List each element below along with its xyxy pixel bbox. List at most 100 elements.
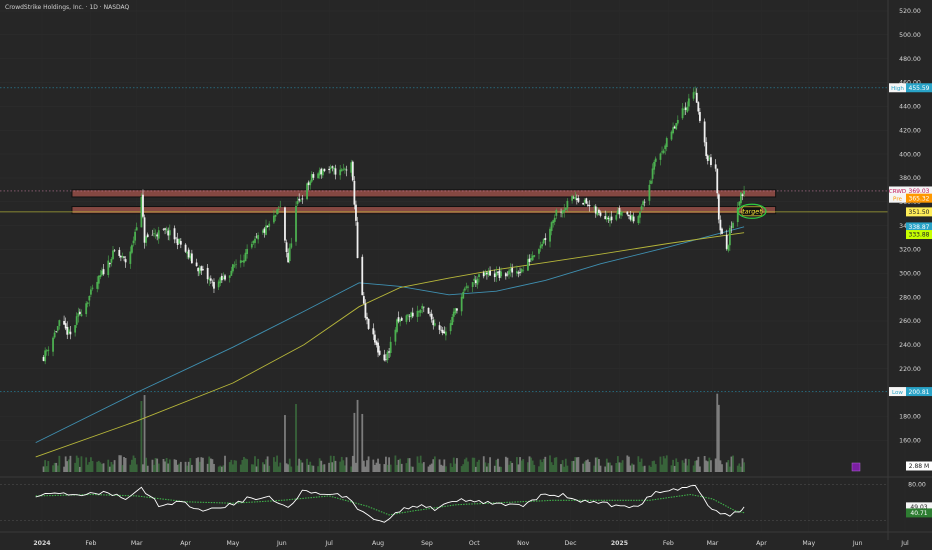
volume-bar [588,461,591,472]
candle [497,271,499,276]
candle [265,219,267,236]
volume-bar [200,457,203,472]
volume-bar [299,460,302,472]
candle [85,301,88,317]
candle [615,213,618,222]
volume-bar [511,462,514,472]
volume-bar [112,464,114,472]
volume-bar [364,466,367,472]
volume-bar [694,460,697,472]
candle [386,350,389,364]
volume-bar [429,464,432,472]
volume-bar [616,456,619,472]
candle [121,252,124,259]
volume-bar [263,464,266,472]
candle [96,276,99,293]
candle [593,205,596,212]
candle [394,327,397,346]
volume-bar [290,466,293,472]
volume-bar [609,462,611,472]
volume-bar [97,460,100,472]
candle [372,323,375,341]
volume-bar [165,457,168,472]
candle [410,311,413,320]
volume-bar [610,465,613,472]
volume-bar [279,462,282,472]
candle [541,241,544,249]
candle [416,305,419,322]
candle [727,244,730,253]
candle [345,165,348,177]
candle [511,263,514,278]
time-tick-label: Sep [421,540,433,547]
volume-bar [187,461,190,472]
price-tick-label: 400.00 [899,151,921,158]
candle [653,159,656,175]
candle [454,307,457,316]
resistance-zone[interactable] [71,206,777,215]
volume-bar [527,462,529,472]
volume-bar [487,463,490,472]
candle [740,191,742,206]
price-tick-label: 460.00 [899,80,921,87]
volume-bar [473,457,476,472]
volume-bar [441,465,444,472]
volume-bar [295,404,297,472]
price-tag: Low 200.81 [889,387,932,397]
candle [478,273,480,283]
volume-bar [661,464,663,472]
time-tick-label: Oct [469,540,480,547]
candle [672,122,674,135]
candle [449,319,452,335]
volume-bar [310,465,313,472]
volume-bar [482,456,485,472]
candle [599,210,602,218]
candle [101,267,103,277]
candle [730,221,733,233]
candle [55,331,58,333]
volume-bar [508,464,510,472]
volume-bar [213,463,215,472]
volume-bar [474,466,477,472]
volume-bar [55,462,58,472]
time-axis[interactable]: 2024 Feb Mar Apr May Jun Jul Aug Sep Oct Nov Dec 202… [0,531,932,547]
candle [616,206,619,216]
volume-bar [88,462,91,472]
volume-bar [533,464,536,472]
volume-bar [110,462,113,472]
candle [230,266,233,276]
candle [187,247,190,260]
volume-bar [407,458,409,472]
candle [681,102,684,120]
volume-bar [261,462,264,472]
candle [582,202,585,205]
price-tag-box [906,222,932,232]
volume-tag-value: 2.88 M [909,463,929,470]
candle [444,327,447,341]
volume-bar [628,456,630,472]
volume-bar [394,455,397,472]
chart-settings-icon[interactable] [851,462,861,472]
volume-bar [47,461,50,472]
resistance-zone[interactable] [71,189,777,198]
volume-bar [721,464,723,472]
volume-bar [96,461,99,472]
price-lines [0,87,888,392]
candle [80,309,83,317]
candle [430,309,433,323]
volume-bar [323,464,326,472]
volume-bar [583,461,586,472]
candle [151,229,154,236]
volume-bar [219,465,222,472]
volume-bar [736,465,739,472]
rsi-line [35,484,745,523]
candle [317,172,319,180]
volume-bar [178,463,181,472]
candle [284,206,286,243]
candle [75,312,78,328]
candle [741,193,744,201]
candle [550,221,553,236]
volume-bar [265,459,267,472]
candle [484,269,487,276]
